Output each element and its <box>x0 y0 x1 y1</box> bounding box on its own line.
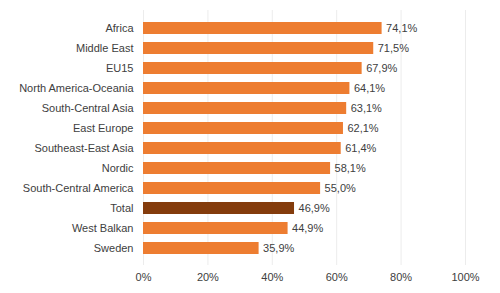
svg-text:71,5%: 71,5% <box>378 42 409 54</box>
svg-text:35,9%: 35,9% <box>263 242 294 254</box>
svg-text:Total: Total <box>110 202 133 214</box>
svg-text:60%: 60% <box>326 271 348 283</box>
svg-text:Middle East: Middle East <box>76 42 133 54</box>
svg-text:0%: 0% <box>136 271 152 283</box>
svg-text:Sweden: Sweden <box>94 242 134 254</box>
svg-text:58,1%: 58,1% <box>335 162 366 174</box>
svg-text:East Europe: East Europe <box>73 122 134 134</box>
svg-text:South-Central America: South-Central America <box>23 182 135 194</box>
svg-text:63,1%: 63,1% <box>351 102 382 114</box>
svg-text:44,9%: 44,9% <box>292 222 323 234</box>
svg-text:67,9%: 67,9% <box>366 62 397 74</box>
svg-text:64,1%: 64,1% <box>354 82 385 94</box>
svg-text:100%: 100% <box>451 271 479 283</box>
svg-text:20%: 20% <box>197 271 219 283</box>
svg-text:South-Central Asia: South-Central Asia <box>42 102 135 114</box>
svg-text:Southeast-East Asia: Southeast-East Asia <box>34 142 134 154</box>
svg-text:55,0%: 55,0% <box>325 182 356 194</box>
svg-text:46,9%: 46,9% <box>299 202 330 214</box>
svg-text:62,1%: 62,1% <box>347 122 378 134</box>
svg-text:61,4%: 61,4% <box>345 142 376 154</box>
svg-text:74,1%: 74,1% <box>386 22 417 34</box>
svg-text:North America-Oceania: North America-Oceania <box>19 82 134 94</box>
svg-text:Nordic: Nordic <box>102 162 134 174</box>
svg-text:Africa: Africa <box>105 22 134 34</box>
svg-text:EU15: EU15 <box>106 62 134 74</box>
svg-text:West Balkan: West Balkan <box>72 222 134 234</box>
svg-text:80%: 80% <box>390 271 412 283</box>
svg-text:40%: 40% <box>261 271 283 283</box>
